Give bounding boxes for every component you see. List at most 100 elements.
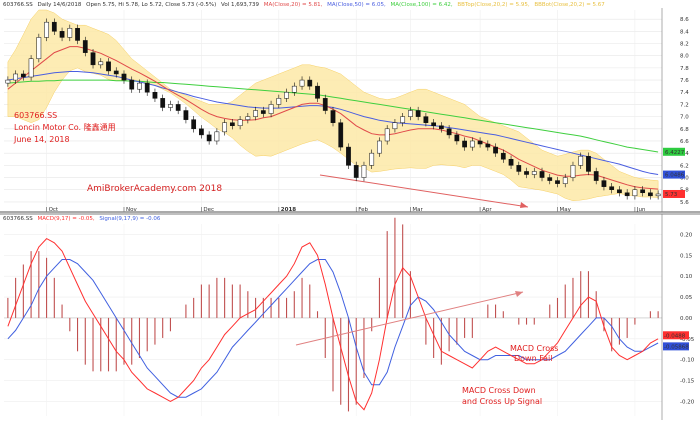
candle-down — [500, 152, 506, 160]
macd-badge — [663, 331, 689, 340]
candle-up — [98, 61, 104, 66]
candle — [462, 137, 467, 151]
candle-up — [237, 119, 243, 127]
candle-up — [361, 165, 367, 178]
macd-y-tick-label: 0.20 — [680, 232, 693, 238]
ma100-line — [7, 79, 659, 153]
annotation-ticker: 603766.SS — [14, 111, 57, 120]
hdr-symbol: 603766.SS — [3, 2, 33, 8]
price-trendline-arrow — [520, 202, 528, 208]
candle — [113, 67, 119, 78]
candle-up — [268, 104, 274, 114]
candle-down — [524, 171, 529, 175]
candle — [570, 161, 576, 182]
candle — [531, 167, 537, 179]
candle — [361, 161, 367, 182]
candle — [609, 183, 615, 194]
price-trendline-line — [319, 174, 529, 208]
candle — [655, 190, 661, 200]
price-x-tick-label: Nov — [126, 207, 137, 213]
candle-up — [408, 110, 413, 117]
candle — [260, 106, 266, 118]
candle — [632, 186, 638, 200]
candle-up — [299, 79, 305, 87]
candle-down — [160, 98, 166, 108]
candle — [369, 149, 375, 170]
price-y-tick-label: 6.2 — [680, 163, 689, 169]
candle — [346, 143, 351, 170]
price-y-tick-label: 8.2 — [680, 42, 689, 48]
price-x-tick-label: Jun — [636, 207, 646, 213]
candle-up — [36, 37, 42, 59]
candle — [493, 143, 498, 157]
candle — [90, 48, 96, 69]
candle-up — [28, 58, 34, 78]
candle — [508, 155, 514, 170]
macd-trendline-arrow — [515, 291, 523, 297]
candle — [137, 79, 142, 93]
candle-up — [562, 177, 568, 184]
candle-down — [121, 73, 127, 81]
annotation-macd-fail-2: Down Fail — [514, 354, 552, 363]
price-y-tick-label: 5.6 — [680, 200, 689, 206]
candle — [477, 137, 483, 148]
macd-y-tick-label: -0.10 — [680, 358, 695, 364]
price-x-tick-label: Apr — [482, 207, 492, 213]
candle-down — [175, 104, 181, 111]
annotation-macd-cross-2: and Cross Up Signal — [462, 397, 542, 406]
candle — [555, 176, 560, 188]
candle-down — [338, 122, 344, 148]
candle-up — [369, 152, 375, 166]
candle — [315, 82, 320, 102]
candle — [648, 189, 653, 200]
candle-up — [377, 140, 382, 154]
candle — [222, 119, 228, 136]
price-badge — [663, 189, 685, 198]
macd-badges: -0.0488 -0.05868 — [663, 331, 689, 351]
hdr-bbbot: BBBot(Close,20,2) = 5.67 — [534, 2, 605, 8]
candle-up — [570, 165, 576, 178]
candle — [438, 122, 444, 133]
candle-down — [346, 146, 351, 166]
candle — [617, 186, 622, 197]
macd-trendline — [295, 291, 524, 346]
candle-up — [392, 122, 398, 130]
candle — [578, 152, 584, 170]
candle-down — [144, 82, 150, 93]
price-badge — [663, 147, 685, 156]
macd-y-tick-label: 0.15 — [680, 253, 693, 259]
price-y-tick-label: 7.6 — [680, 78, 689, 84]
candle — [330, 106, 336, 127]
macd-line — [7, 237, 659, 411]
candle-down — [485, 143, 491, 148]
macd-y-axis: -0.20 -0.15 -0.10 -0.05 0.00 0.05 0.10 0.15 0.20 — [661, 214, 695, 420]
candle — [191, 116, 197, 133]
candle — [500, 149, 506, 163]
price-x-tick-label: Feb — [358, 207, 368, 213]
candle — [485, 140, 491, 151]
candle — [75, 24, 80, 45]
candle — [593, 167, 599, 185]
candle-down — [648, 192, 653, 197]
candle-down — [423, 116, 429, 123]
candle-down — [90, 52, 96, 66]
candle — [67, 24, 73, 42]
price-y-tick-label: 8.0 — [680, 54, 689, 60]
candle-down — [152, 91, 158, 99]
candle — [98, 58, 104, 69]
candle-down — [593, 171, 599, 181]
hdr-ma100: MA(Close,100) = 6.42, — [391, 2, 453, 8]
watermark: AmiBrokerAcademy.com 2018 — [87, 184, 222, 194]
candle-up — [5, 79, 11, 84]
candle-up — [137, 82, 142, 90]
candle-down — [260, 110, 266, 114]
candle-down — [199, 128, 204, 136]
candle-up — [13, 73, 18, 81]
price-x-axis: Oct Nov Dec 2018 Feb Mar Apr May Jun — [46, 207, 646, 213]
candle-down — [129, 79, 135, 90]
price-y-tick-label: 7.4 — [680, 90, 689, 96]
price-badge-label: 5.73 — [665, 192, 678, 198]
candle — [144, 79, 150, 96]
candle-down — [431, 122, 437, 127]
